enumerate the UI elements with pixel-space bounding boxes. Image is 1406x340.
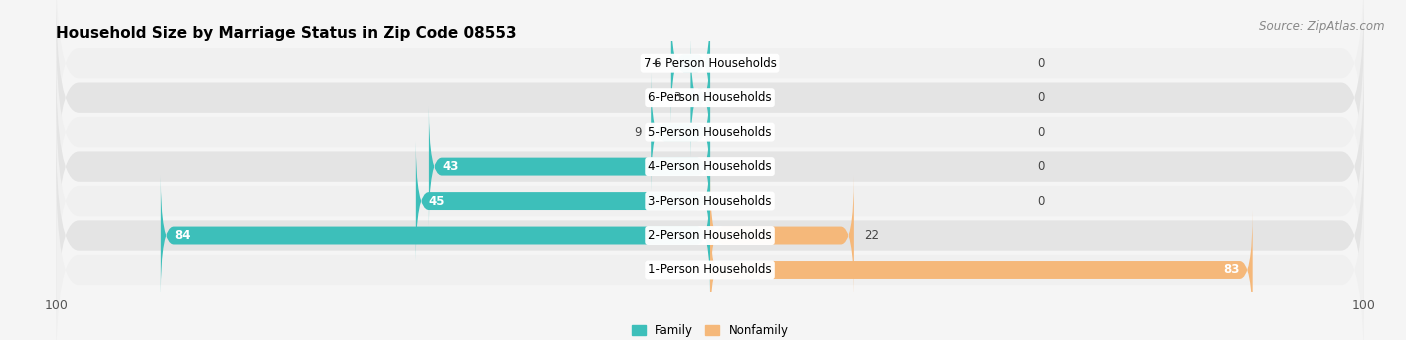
FancyBboxPatch shape <box>56 27 1364 238</box>
Text: 0: 0 <box>1038 126 1045 139</box>
FancyBboxPatch shape <box>56 130 1364 340</box>
Text: 83: 83 <box>1223 264 1240 276</box>
Text: 7+ Person Households: 7+ Person Households <box>644 57 776 70</box>
FancyBboxPatch shape <box>56 165 1364 340</box>
Text: Source: ZipAtlas.com: Source: ZipAtlas.com <box>1260 20 1385 33</box>
Legend: Family, Nonfamily: Family, Nonfamily <box>627 319 793 340</box>
Text: 2-Person Households: 2-Person Households <box>648 229 772 242</box>
Text: 6: 6 <box>654 57 661 70</box>
Text: 5-Person Households: 5-Person Households <box>648 126 772 139</box>
FancyBboxPatch shape <box>429 107 710 226</box>
Text: 22: 22 <box>863 229 879 242</box>
Text: 3-Person Households: 3-Person Households <box>648 194 772 207</box>
FancyBboxPatch shape <box>710 210 1253 330</box>
FancyBboxPatch shape <box>160 175 710 295</box>
FancyBboxPatch shape <box>56 0 1364 203</box>
Text: 9: 9 <box>634 126 641 139</box>
FancyBboxPatch shape <box>671 3 710 123</box>
Text: 0: 0 <box>1038 57 1045 70</box>
FancyBboxPatch shape <box>56 61 1364 272</box>
FancyBboxPatch shape <box>416 141 710 261</box>
Text: 6-Person Households: 6-Person Households <box>648 91 772 104</box>
Text: 1-Person Households: 1-Person Households <box>648 264 772 276</box>
Text: 43: 43 <box>441 160 458 173</box>
Text: 84: 84 <box>174 229 190 242</box>
FancyBboxPatch shape <box>690 38 710 158</box>
FancyBboxPatch shape <box>651 72 710 192</box>
Text: 3: 3 <box>673 91 681 104</box>
FancyBboxPatch shape <box>56 96 1364 307</box>
Text: 45: 45 <box>429 194 446 207</box>
Text: 0: 0 <box>1038 91 1045 104</box>
Text: 0: 0 <box>1038 194 1045 207</box>
FancyBboxPatch shape <box>710 175 853 295</box>
Text: 0: 0 <box>1038 160 1045 173</box>
Text: Household Size by Marriage Status in Zip Code 08553: Household Size by Marriage Status in Zip… <box>56 26 517 41</box>
Text: 4-Person Households: 4-Person Households <box>648 160 772 173</box>
FancyBboxPatch shape <box>56 0 1364 169</box>
